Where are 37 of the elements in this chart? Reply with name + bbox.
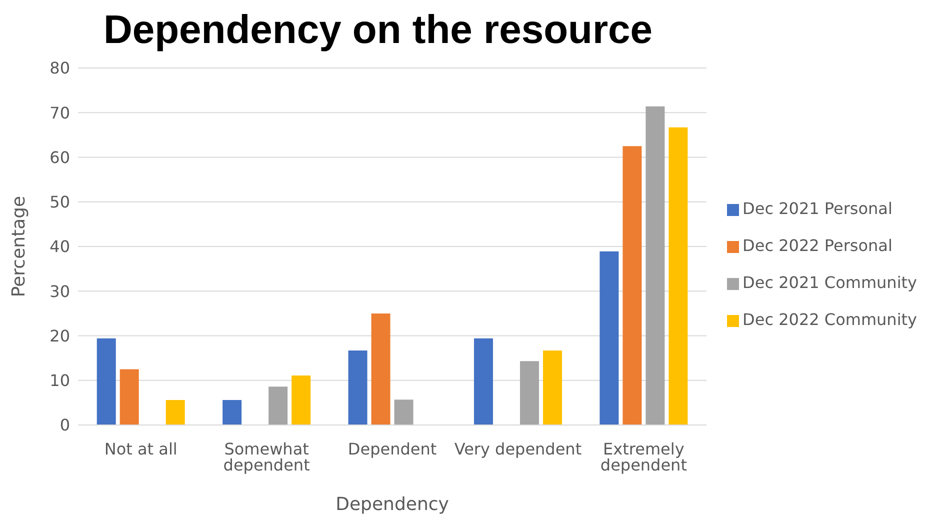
legend-label: Dec 2022 Community [742,310,917,329]
bar [646,106,665,425]
bar [96,338,116,425]
bar [166,400,185,425]
bar [222,400,242,425]
bar [348,350,368,425]
y-tick-label: 70 [50,103,70,122]
legend-label: Dec 2021 Personal [742,199,892,218]
bar [394,400,414,425]
x-tick-label: Not at all [104,439,178,458]
bar [542,350,562,425]
y-tick-label: 10 [50,371,70,390]
y-tick-label: 60 [50,148,70,167]
y-tick-label: 50 [50,192,70,212]
y-tick-label: 30 [50,282,70,301]
chart-title: Dependency on the resource [102,8,654,53]
bar [120,369,139,425]
bar [292,375,311,425]
x-axis-title: Dependency [336,494,450,515]
bar [600,251,619,425]
y-tick-label: 20 [50,326,70,346]
x-tick-label: Very dependent [454,439,582,458]
y-tick-label: 80 [50,58,70,78]
bar [474,338,493,425]
bar [371,313,390,425]
y-axis-title: Percentage [8,196,30,298]
x-tick-label: Somewhat dependent [223,439,310,474]
bar [668,127,688,425]
bar [268,386,288,425]
x-tick-label: Extremely dependent [600,439,687,474]
legend-label: Dec 2022 Personal [742,236,892,255]
y-tick-label: 0 [60,416,70,435]
y-tick-label: 40 [50,237,70,256]
bar [520,361,539,425]
x-tick-label: Dependent [348,439,437,458]
bar [622,146,642,425]
legend-label: Dec 2021 Community [742,273,917,292]
